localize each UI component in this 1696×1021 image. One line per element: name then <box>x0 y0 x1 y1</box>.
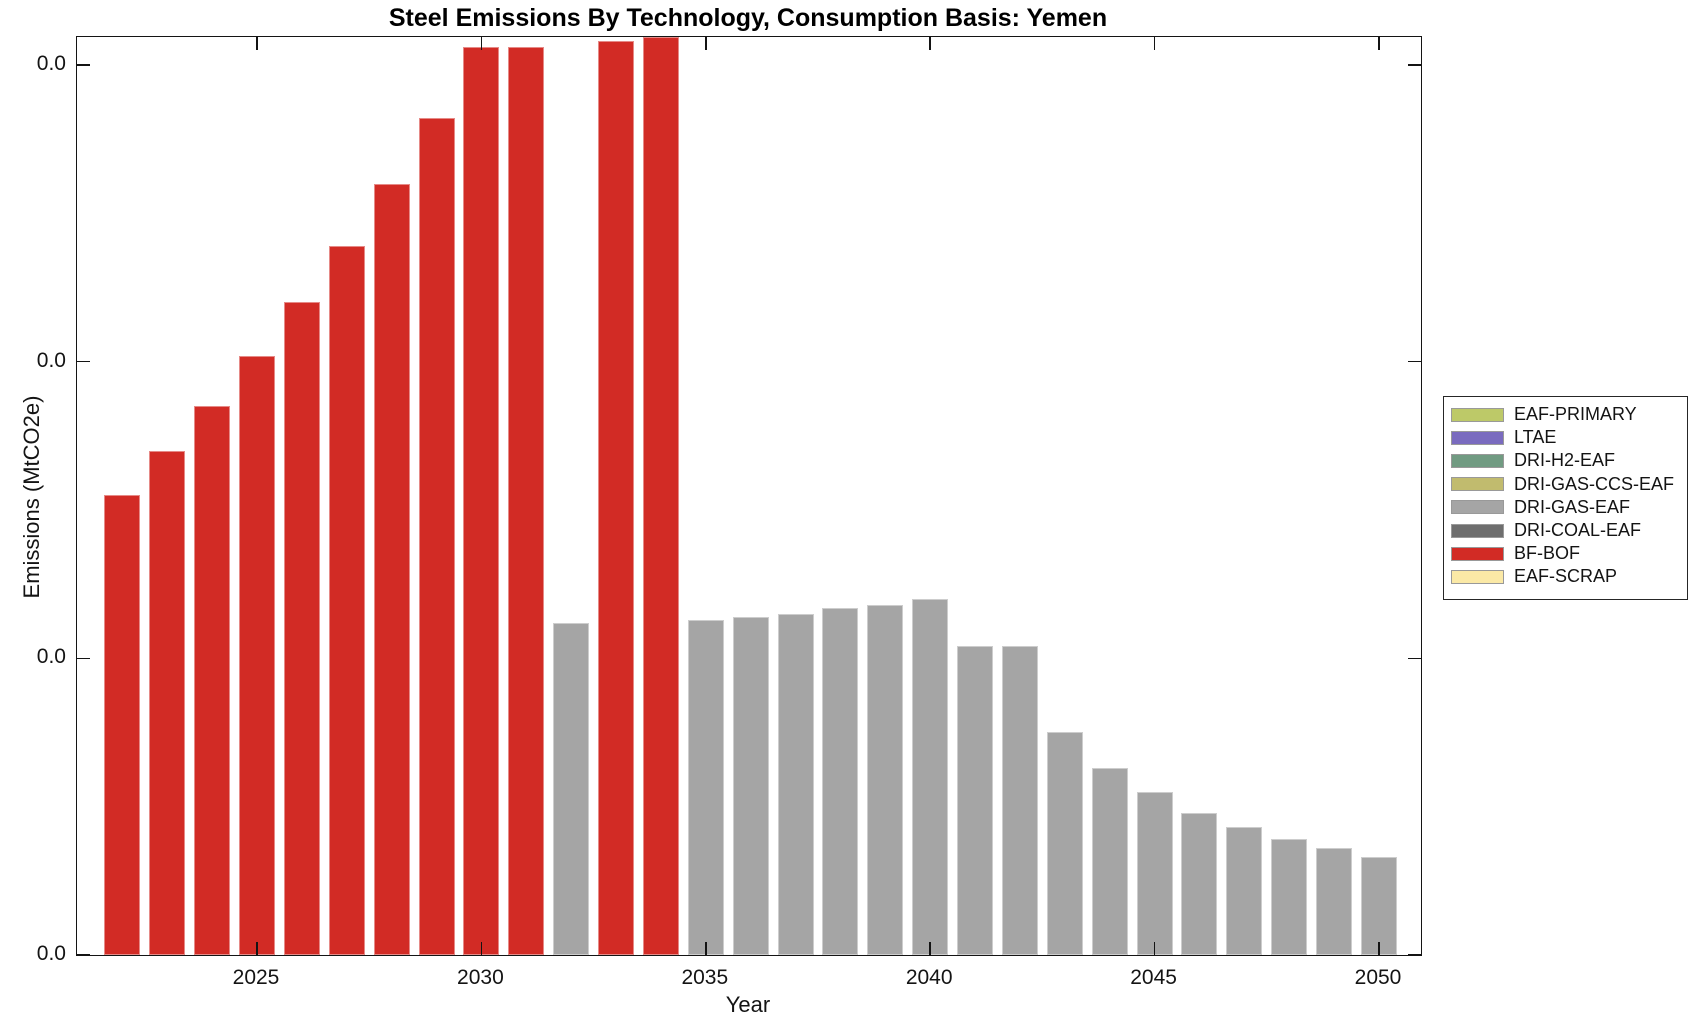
bar-2042-dri-gas-eaf <box>1001 646 1038 955</box>
y-tick-label-0: 0.0 <box>36 52 66 75</box>
x-tick-label-2035: 2035 <box>681 966 729 989</box>
bar-2032-dri-gas-eaf <box>553 623 590 955</box>
legend-swatch-dri-h2-eaf <box>1451 453 1504 468</box>
legend-item-dri-coal-eaf: DRI-COAL-EAF <box>1444 519 1687 542</box>
y-tick-1-right <box>1408 360 1421 363</box>
plot-inner <box>77 37 1421 956</box>
y-tick-3-right <box>1408 954 1421 956</box>
legend-swatch-dri-coal-eaf <box>1451 523 1504 538</box>
legend-swatch-eaf-scrap <box>1451 569 1504 584</box>
y-tick-label-2: 0.0 <box>36 645 66 669</box>
legend-label-dri-gas-eaf: DRI-GAS-EAF <box>1514 496 1631 517</box>
x-tick-label-2025: 2025 <box>232 966 280 989</box>
x-tick-2050-bottom <box>1378 942 1380 955</box>
y-tick-0-left <box>77 64 90 66</box>
y-tick-2-left <box>77 657 90 660</box>
legend-item-dri-gas-eaf: DRI-GAS-EAF <box>1444 496 1687 519</box>
bar-2048-dri-gas-eaf <box>1271 839 1308 955</box>
bar-2031-bf-bof <box>508 47 545 955</box>
y-axis-label: Emissions (MtCO2e) <box>19 395 44 599</box>
x-tick-2035-bottom <box>705 942 707 955</box>
bar-2027-bf-bof <box>328 246 365 955</box>
x-tick-2030-top <box>480 37 483 50</box>
legend-swatch-eaf-primary <box>1451 407 1504 422</box>
bar-2038-dri-gas-eaf <box>822 608 859 955</box>
legend-swatch-dri-gas-eaf <box>1451 500 1504 515</box>
x-tick-label-2030: 2030 <box>457 966 504 989</box>
bar-2024-bf-bof <box>194 406 231 955</box>
bar-2046-dri-gas-eaf <box>1181 813 1218 955</box>
legend-label-bf-bof: BF-BOF <box>1514 543 1580 564</box>
bar-2028-bf-bof <box>373 184 410 955</box>
bar-2041-dri-gas-eaf <box>957 646 994 955</box>
x-tick-2040-bottom <box>929 942 931 955</box>
chart-title: Steel Emissions By Technology, Consumpti… <box>388 4 1108 32</box>
y-tick-label-3: 0.0 <box>36 942 66 965</box>
bar-2030-bf-bof <box>463 47 500 955</box>
bar-2025-bf-bof <box>239 356 275 955</box>
x-tick-2025-bottom <box>256 942 258 955</box>
legend-swatch-dri-gas-ccs-eaf <box>1451 477 1504 492</box>
bar-2043-dri-gas-eaf <box>1046 732 1083 955</box>
y-tick-label-1: 0.0 <box>36 348 66 372</box>
y-tick-3-left <box>77 954 90 956</box>
y-tick-2-right <box>1408 657 1421 660</box>
bar-2040-dri-gas-eaf <box>912 599 949 955</box>
x-tick-2035-top <box>705 37 707 50</box>
x-tick-2050-top <box>1378 37 1380 50</box>
legend-label-dri-h2-eaf: DRI-H2-EAF <box>1514 450 1616 471</box>
x-tick-2030-bottom <box>480 942 483 955</box>
plot-area <box>76 36 1422 956</box>
legend-label-ltae: LTAE <box>1514 427 1557 448</box>
bar-2037-dri-gas-eaf <box>777 614 814 955</box>
bar-2023-bf-bof <box>149 451 186 955</box>
legend-item-dri-gas-ccs-eaf: DRI-GAS-CCS-EAF <box>1444 473 1687 496</box>
legend-swatch-bf-bof <box>1451 546 1504 561</box>
legend-item-eaf-primary: EAF-PRIMARY <box>1444 403 1687 426</box>
bar-2050-dri-gas-eaf <box>1361 857 1397 955</box>
bar-2029-bf-bof <box>418 118 455 955</box>
bar-2035-dri-gas-eaf <box>687 620 724 955</box>
bar-2044-dri-gas-eaf <box>1091 768 1128 955</box>
legend: EAF-PRIMARY LTAE DRI-H2-EAF DRI-GAS-CCS-EAF… <box>1443 396 1688 600</box>
x-tick-2040-top <box>929 37 931 50</box>
legend-label-dri-coal-eaf: DRI-COAL-EAF <box>1514 520 1642 541</box>
legend-label-eaf-scrap: EAF-SCRAP <box>1514 566 1618 587</box>
bar-2034-bf-bof <box>642 37 679 955</box>
x-tick-label-2040: 2040 <box>905 966 953 989</box>
legend-label-eaf-primary: EAF-PRIMARY <box>1514 404 1637 425</box>
legend-item-ltae: LTAE <box>1444 426 1687 449</box>
bar-2033-bf-bof <box>598 41 635 955</box>
bar-2026-bf-bof <box>283 302 320 955</box>
y-tick-1-left <box>77 360 90 363</box>
bar-2047-dri-gas-eaf <box>1226 827 1263 955</box>
x-tick-label-2050: 2050 <box>1354 966 1402 989</box>
x-tick-2045-bottom <box>1153 942 1156 955</box>
bar-2045-dri-gas-eaf <box>1136 792 1173 955</box>
legend-item-bf-bof: BF-BOF <box>1444 542 1687 565</box>
legend-item-eaf-scrap: EAF-SCRAP <box>1444 565 1687 588</box>
legend-item-dri-h2-eaf: DRI-H2-EAF <box>1444 449 1687 472</box>
bar-2039-dri-gas-eaf <box>867 605 904 955</box>
legend-label-dri-gas-ccs-eaf: DRI-GAS-CCS-EAF <box>1514 473 1675 494</box>
y-tick-0-right <box>1408 64 1421 66</box>
x-tick-2045-top <box>1153 37 1156 50</box>
bar-2049-dri-gas-eaf <box>1316 848 1353 955</box>
bar-2022-bf-bof <box>104 495 141 955</box>
x-tick-2025-top <box>256 37 258 50</box>
x-axis-label: Year <box>725 992 771 1017</box>
legend-swatch-ltae <box>1451 430 1504 445</box>
bar-2036-dri-gas-eaf <box>732 617 769 955</box>
x-tick-label-2045: 2045 <box>1130 966 1177 989</box>
